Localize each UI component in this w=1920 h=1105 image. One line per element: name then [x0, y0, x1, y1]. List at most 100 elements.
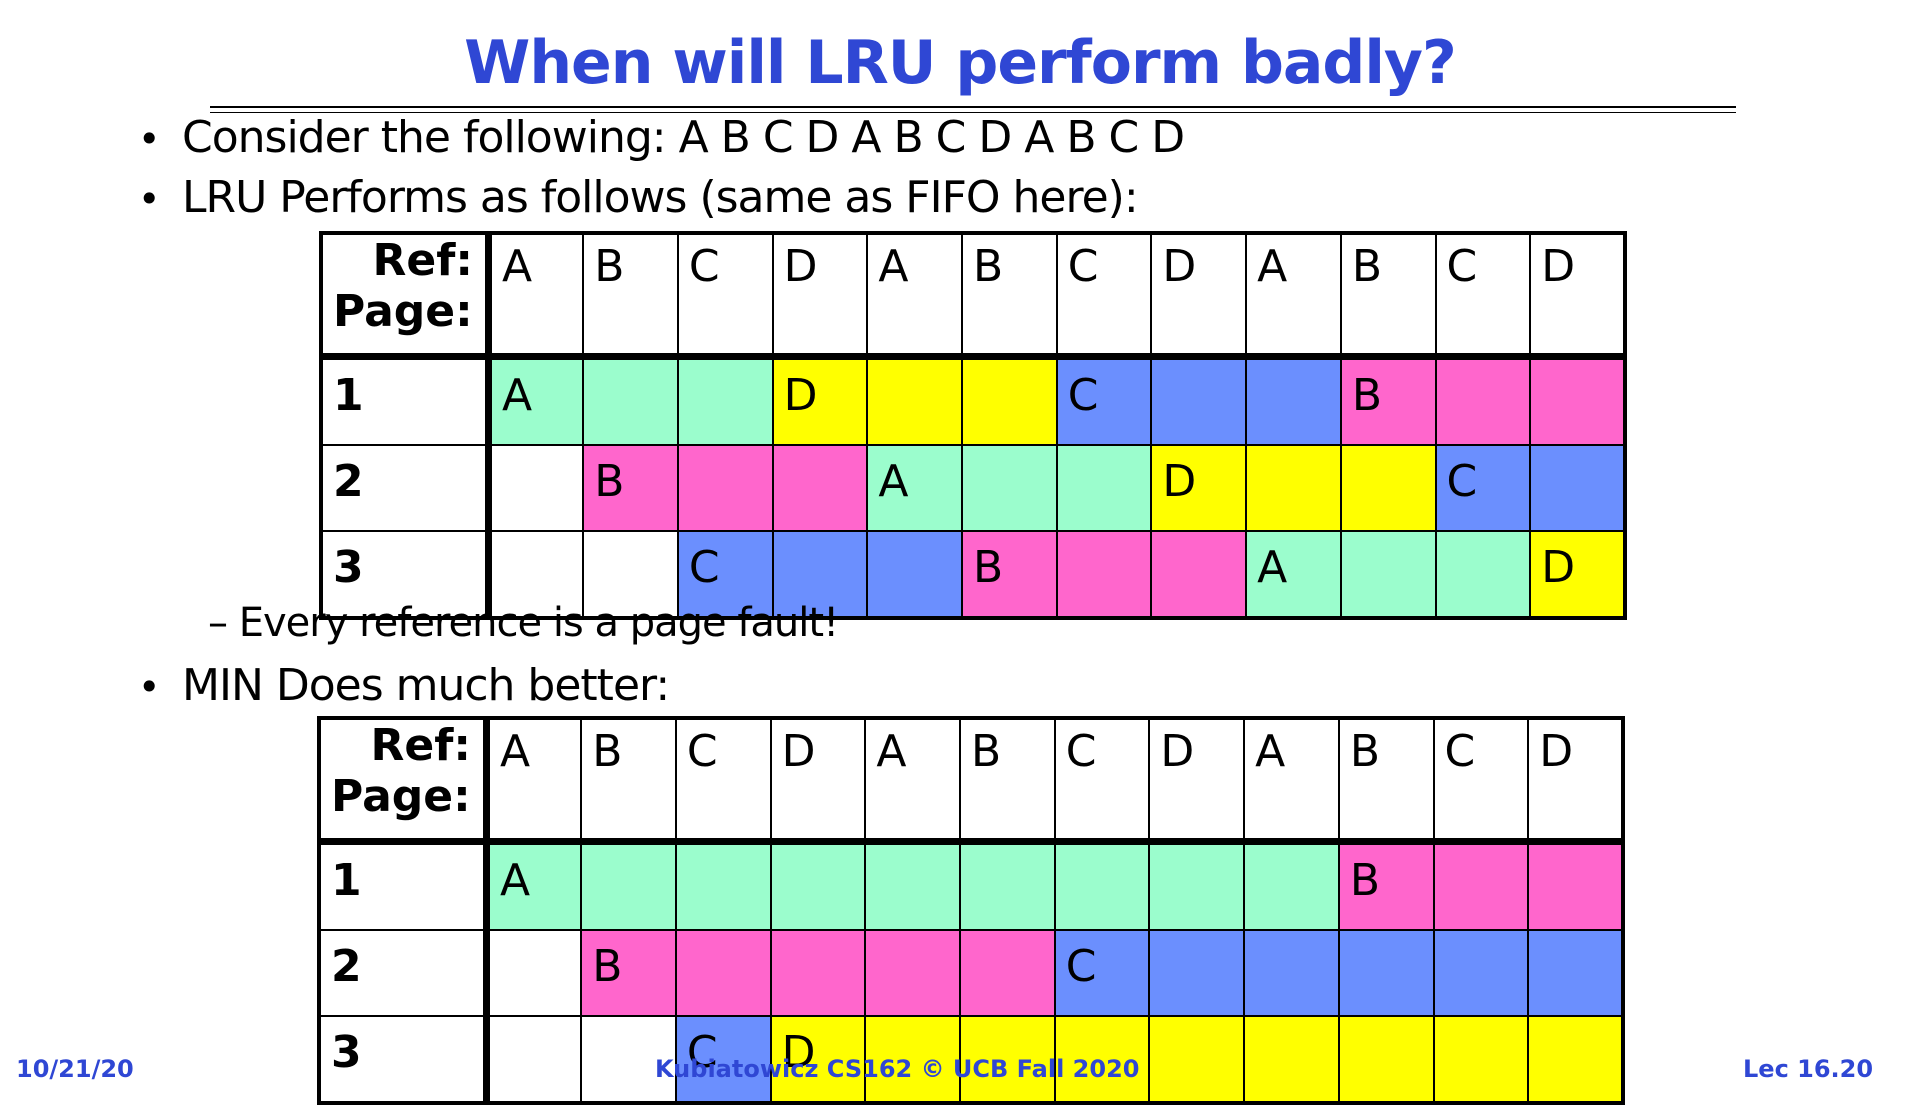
page-frame-cell	[1432, 1015, 1530, 1104]
ref-cell: A	[485, 717, 583, 845]
ref-cell: B	[580, 717, 677, 845]
page-frame-cell	[1339, 530, 1437, 619]
page-frame-cell	[580, 840, 677, 931]
page-frame-cell	[864, 840, 962, 931]
page-frame-cell	[1245, 355, 1342, 446]
page-frame-cell	[1529, 355, 1626, 446]
page-number: 1	[318, 840, 490, 931]
ref-cell: A	[487, 232, 585, 360]
ref-cell: B	[1337, 717, 1435, 845]
page-frame-cell: A	[866, 444, 964, 532]
page-frame-cell	[582, 530, 679, 619]
page-frame-cell	[1527, 840, 1624, 931]
page-label: Page:	[333, 286, 473, 337]
page-frame-cell	[961, 444, 1058, 532]
page-frame-cell	[866, 355, 964, 446]
page-frame-cell: D	[1150, 444, 1248, 532]
page-frame-cell	[1337, 929, 1435, 1017]
ref-cell: D	[1527, 717, 1624, 845]
page-frame-cell	[676, 444, 774, 532]
min-table: Ref: Page: A B C D A B C D A B C D 1 A B 2 B C 3 C D	[317, 716, 1625, 1105]
page-frame-cell	[582, 355, 679, 446]
page-frame-cell	[864, 929, 962, 1017]
bullet-consider: • Consider the following: A B C D A B C D…	[138, 112, 1185, 163]
page-frame-cell: B	[1337, 840, 1435, 931]
page-frame-cell	[1527, 929, 1624, 1017]
page-frame-cell: C	[1434, 444, 1532, 532]
ref-label: Ref:	[370, 720, 471, 771]
page-frame-cell: B	[961, 530, 1058, 619]
page-frame-cell	[674, 840, 772, 931]
page-frame-cell	[1337, 1015, 1435, 1104]
ref-cell: C	[1053, 717, 1151, 845]
page-frame-cell	[485, 1015, 583, 1104]
page-frame-cell	[1527, 1015, 1624, 1104]
page-frame-cell	[487, 530, 585, 619]
page-frame-cell	[769, 929, 867, 1017]
page-frame-cell	[1148, 840, 1246, 931]
title-rule-thin	[210, 112, 1736, 113]
page-frame-cell: B	[1339, 355, 1437, 446]
page-frame-cell: C	[1053, 929, 1151, 1017]
ref-cell: D	[1150, 232, 1248, 360]
ref-cell: C	[1434, 232, 1532, 360]
page-frame-cell	[961, 355, 1058, 446]
ref-cell: D	[771, 232, 869, 360]
ref-page-label: Ref: Page:	[320, 232, 492, 360]
page-frame-cell	[485, 929, 583, 1017]
header-row: Ref: Page: A B C D A B C D A B C D	[320, 232, 1626, 360]
page-number: 2	[320, 444, 492, 532]
footer-lecture: Lec 16.20	[1743, 1055, 1874, 1083]
bullet-text: LRU Performs as follows (same as FIFO he…	[182, 172, 1139, 223]
ref-cell: D	[769, 717, 867, 845]
page-row: 2 B A D C	[320, 444, 1626, 532]
ref-cell: A	[866, 232, 964, 360]
page-frame-cell	[769, 840, 867, 931]
ref-page-label: Ref: Page:	[318, 717, 490, 845]
page-frame-cell: C	[1055, 355, 1153, 446]
page-frame-cell	[1150, 355, 1248, 446]
page-row: 3 C B A D	[320, 530, 1626, 619]
bullet-text: MIN Does much better:	[182, 660, 670, 711]
page-number: 2	[318, 929, 490, 1017]
page-frame-cell: A	[487, 355, 585, 446]
page-frame-cell	[676, 355, 774, 446]
footer-course: Kubiatowicz CS162 © UCB Fall 2020	[655, 1055, 1140, 1083]
page-row: 2 B C	[318, 929, 1624, 1017]
ref-cell: C	[1055, 232, 1153, 360]
slide-title: When will LRU perform badly?	[464, 28, 1457, 98]
page-frame-cell	[487, 444, 585, 532]
page-frame-cell	[1432, 929, 1530, 1017]
page-number: 3	[320, 530, 492, 619]
ref-cell: C	[1432, 717, 1530, 845]
page-frame-cell	[1339, 444, 1437, 532]
page-frame-cell	[1150, 530, 1248, 619]
page-frame-cell	[1148, 929, 1246, 1017]
bullet-lru: • LRU Performs as follows (same as FIFO h…	[138, 172, 1139, 223]
bullet-glyph: •	[138, 117, 160, 161]
page-frame-cell	[1434, 530, 1532, 619]
ref-cell: D	[1529, 232, 1626, 360]
bullet-glyph: •	[138, 177, 160, 221]
lru-table: Ref: Page: A B C D A B C D A B C D 1 A D C B 2 B A D C 3 C B A D	[319, 231, 1627, 620]
footer-date: 10/21/20	[16, 1055, 134, 1083]
page-frame-cell	[674, 929, 772, 1017]
ref-cell: A	[1245, 232, 1342, 360]
ref-cell: A	[1243, 717, 1340, 845]
ref-cell: D	[1148, 717, 1246, 845]
bullet-glyph: •	[138, 665, 160, 709]
page-frame-cell	[866, 530, 964, 619]
page-frame-cell: D	[771, 355, 869, 446]
page-frame-cell	[1245, 444, 1342, 532]
page-frame-cell	[1055, 530, 1153, 619]
page-frame-cell	[771, 444, 869, 532]
ref-cell: B	[961, 232, 1058, 360]
page-number: 1	[320, 355, 492, 446]
ref-label: Ref:	[372, 235, 473, 286]
page-frame-cell	[1148, 1015, 1246, 1104]
page-frame-cell: A	[485, 840, 583, 931]
page-frame-cell	[771, 530, 869, 619]
page-frame-cell	[959, 929, 1056, 1017]
